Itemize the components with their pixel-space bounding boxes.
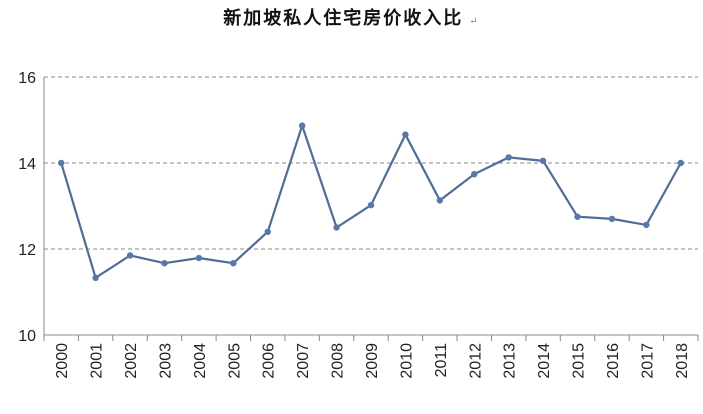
data-point bbox=[195, 254, 203, 262]
data-point bbox=[264, 228, 271, 235]
data-point bbox=[608, 215, 616, 223]
x-tick-label: 2016 bbox=[605, 343, 622, 379]
y-tick-label: 16 bbox=[18, 70, 36, 87]
data-point bbox=[471, 170, 478, 178]
data-point bbox=[574, 213, 581, 220]
data-point bbox=[333, 224, 340, 231]
data-point bbox=[643, 221, 650, 229]
x-tick-label: 2013 bbox=[502, 343, 519, 379]
x-tick-label: 2018 bbox=[674, 343, 691, 379]
data-point bbox=[58, 159, 65, 167]
x-tick-label: 2003 bbox=[157, 343, 174, 379]
data-point bbox=[505, 154, 512, 161]
x-tick-label: 2004 bbox=[192, 343, 209, 379]
data-point bbox=[298, 122, 306, 129]
y-tick-label: 14 bbox=[18, 156, 36, 173]
x-tick-label: 2009 bbox=[364, 343, 381, 379]
x-tick-label: 2015 bbox=[571, 343, 588, 379]
data-point bbox=[677, 159, 684, 167]
data-point bbox=[367, 201, 375, 209]
data-point bbox=[436, 197, 444, 204]
x-tick-label: 2012 bbox=[467, 343, 484, 379]
x-tick-label: 2000 bbox=[54, 343, 71, 379]
x-tick-label: 2007 bbox=[295, 343, 312, 379]
chart-title-text: 新加坡私人住宅房价收入比 bbox=[223, 8, 464, 29]
data-point bbox=[92, 274, 99, 282]
return-mark: ↵ bbox=[469, 16, 480, 27]
x-tick-label: 2002 bbox=[123, 343, 140, 379]
y-tick-label: 10 bbox=[18, 328, 36, 345]
data-point bbox=[402, 131, 409, 138]
y-tick-label: 12 bbox=[18, 242, 36, 259]
x-tick-label: 2014 bbox=[536, 343, 553, 379]
data-point bbox=[230, 259, 237, 267]
series-line bbox=[60, 122, 682, 280]
x-tick-label: 2011 bbox=[433, 343, 450, 378]
x-tick-label: 2017 bbox=[639, 343, 656, 379]
chart-title: 新加坡私人住宅房价收入比 ↵ bbox=[0, 4, 703, 30]
x-tick-label: 2006 bbox=[261, 343, 278, 379]
x-tick-label: 2001 bbox=[89, 343, 106, 379]
x-tick-label: 2005 bbox=[226, 343, 243, 379]
data-point bbox=[539, 157, 547, 165]
x-tick-label: 2008 bbox=[330, 343, 347, 379]
data-point bbox=[161, 259, 168, 267]
data-point bbox=[126, 252, 134, 259]
x-tick-label: 2010 bbox=[398, 343, 415, 379]
